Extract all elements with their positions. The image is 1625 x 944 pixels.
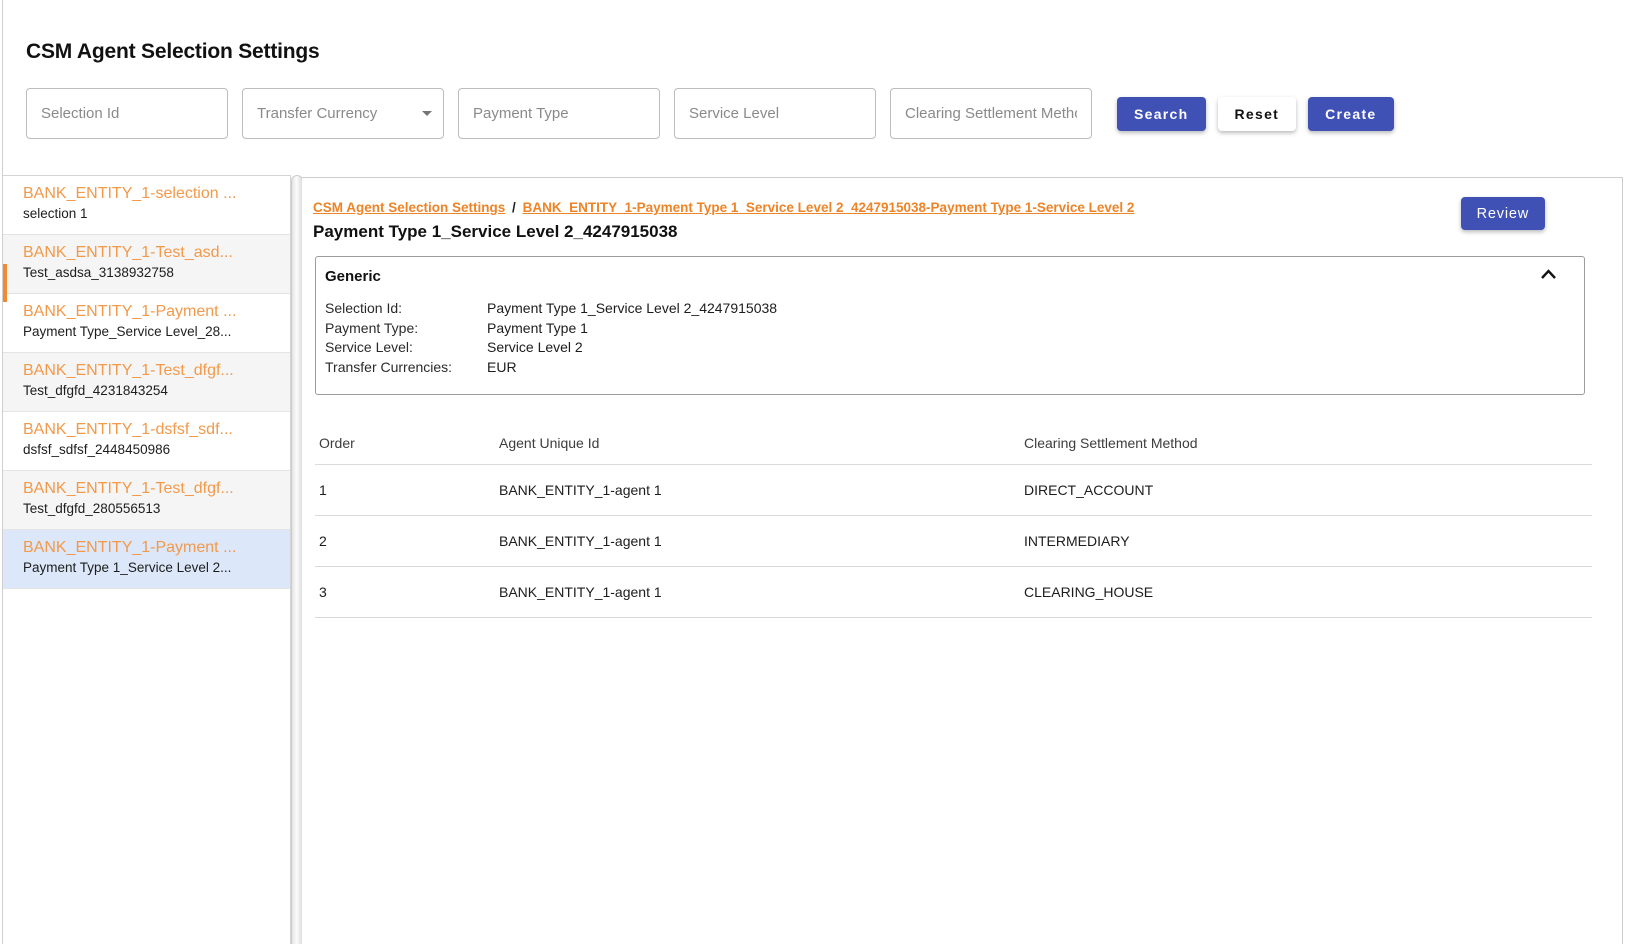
generic-field-value: Payment Type 1_Service Level 2_424791503… [487,300,778,316]
filter-bar: Search Reset Create [26,88,1615,139]
table-row: 1 BANK_ENTITY_1-agent 1 DIRECT_ACCOUNT [315,465,1592,516]
list-item-title: BANK_ENTITY_1-selection ... [23,185,237,202]
list-item-subtitle: Test_dfgfd_280556513 [23,501,161,516]
list-item-subtitle: Payment Type 1_Service Level 2... [23,560,232,575]
generic-field-value: EUR [487,358,517,375]
selection-sidebar: BANK_ENTITY_1-selection ... selection 1 … [3,175,291,944]
generic-field-label: Selection Id: [325,300,403,316]
list-item[interactable]: BANK_ENTITY_1-Payment ... Payment Type_S… [3,294,290,353]
column-header-order: Order [319,435,355,451]
breadcrumb-current-link[interactable]: BANK_ENTITY_1-Payment Type 1_Service Lev… [522,200,1135,215]
list-item-title: BANK_ENTITY_1-dsfsf_sdf... [23,421,233,438]
generic-field-label: Transfer Currencies: [325,358,453,375]
table-row: 2 BANK_ENTITY_1-agent 1 INTERMEDIARY [315,516,1592,567]
page-left-border [2,0,3,944]
chevron-up-icon [1540,268,1557,283]
column-header-agent-unique-id: Agent Unique Id [499,435,600,451]
list-item[interactable]: BANK_ENTITY_1-Payment ... Payment Type 1… [3,530,290,589]
cell-agent-unique-id: BANK_ENTITY_1-agent 1 [499,482,662,498]
detail-page-title: Payment Type 1_Service Level 2_424791503… [313,222,678,241]
list-item-title: BANK_ENTITY_1-Test_asd... [23,244,233,261]
breadcrumb-separator: / [512,200,516,215]
column-header-clearing-settlement-method: Clearing Settlement Method [1024,435,1198,451]
generic-fields: Selection Id: Payment Type 1_Service Lev… [325,299,1570,377]
list-item-subtitle: Test_dfgfd_4231843254 [23,383,168,398]
page-title: CSM Agent Selection Settings [26,40,320,63]
cell-clearing-settlement-method: INTERMEDIARY [1024,533,1130,549]
top-header-area: CSM Agent Selection Settings Search Rese… [3,0,1625,175]
list-item[interactable]: BANK_ENTITY_1-selection ... selection 1 [3,176,290,235]
list-item-subtitle: Test_asdsa_3138932758 [23,265,174,280]
list-item-subtitle: Payment Type_Service Level_28... [23,324,232,339]
payment-type-input[interactable] [458,88,660,139]
generic-field-label: Service Level: [325,339,413,355]
cell-order: 3 [319,584,327,600]
reset-button[interactable]: Reset [1217,96,1297,131]
selection-list: BANK_ENTITY_1-selection ... selection 1 … [3,176,290,589]
generic-field-row: Payment Type: Payment Type 1 [325,319,1570,339]
filter-buttons: Search Reset Create [1117,88,1394,139]
create-button[interactable]: Create [1308,96,1394,131]
review-button[interactable]: Review [1460,197,1545,230]
cell-order: 2 [319,533,327,549]
service-level-input[interactable] [674,88,876,139]
transfer-currency-input[interactable] [242,88,444,139]
list-item-title: BANK_ENTITY_1-Payment ... [23,303,237,320]
transfer-currency-select[interactable] [242,88,444,139]
generic-field-row: Service Level: Service Level 2 [325,338,1570,358]
generic-field-value: Service Level 2 [487,339,583,355]
cell-agent-unique-id: BANK_ENTITY_1-agent 1 [499,584,662,600]
chevron-down-icon [422,111,432,116]
cell-clearing-settlement-method: DIRECT_ACCOUNT [1024,482,1154,498]
search-button[interactable]: Search [1117,96,1206,131]
generic-section: Generic Selection Id: Payment Type 1_Ser… [315,256,1585,395]
cell-agent-unique-id: BANK_ENTITY_1-agent 1 [499,533,662,549]
list-item-subtitle: dsfsf_sdfsf_2448450986 [23,442,171,457]
list-item-title: BANK_ENTITY_1-Test_dfgf... [23,362,234,379]
table-row: 3 BANK_ENTITY_1-agent 1 CLEARING_HOUSE [315,567,1592,618]
list-item[interactable]: BANK_ENTITY_1-Test_dfgf... Test_dfgfd_28… [3,471,290,530]
list-item-subtitle: selection 1 [23,206,88,221]
generic-field-value: Payment Type 1 [487,319,588,336]
clearing-settlement-method-input[interactable] [890,88,1092,139]
list-item[interactable]: BANK_ENTITY_1-Test_asd... Test_asdsa_313… [3,235,290,294]
breadcrumb: CSM Agent Selection Settings / BANK_ENTI… [313,200,1604,216]
sidebar-scroll-indicator [3,264,7,302]
cell-clearing-settlement-method: CLEARING_HOUSE [1024,584,1154,600]
list-item-title: BANK_ENTITY_1-Payment ... [23,539,237,556]
generic-field-row: Transfer Currencies: EUR [325,358,1570,378]
list-item-title: BANK_ENTITY_1-Test_dfgf... [23,480,234,497]
generic-field-row: Selection Id: Payment Type 1_Service Lev… [325,299,1570,319]
agents-table: Order Agent Unique Id Clearing Settlemen… [315,422,1592,618]
cell-order: 1 [319,482,327,498]
main-content-panel: CSM Agent Selection Settings / BANK_ENTI… [302,177,1623,944]
breadcrumb-root-link[interactable]: CSM Agent Selection Settings [313,200,506,215]
generic-section-title: Generic [325,268,381,285]
list-item[interactable]: BANK_ENTITY_1-Test_dfgf... Test_dfgfd_42… [3,353,290,412]
selection-id-input[interactable] [26,88,228,139]
list-item[interactable]: BANK_ENTITY_1-dsfsf_sdf... dsfsf_sdfsf_2… [3,412,290,471]
generic-field-label: Payment Type: [325,319,419,336]
table-header-row: Order Agent Unique Id Clearing Settlemen… [315,422,1592,465]
collapse-section-button[interactable] [1538,266,1559,285]
